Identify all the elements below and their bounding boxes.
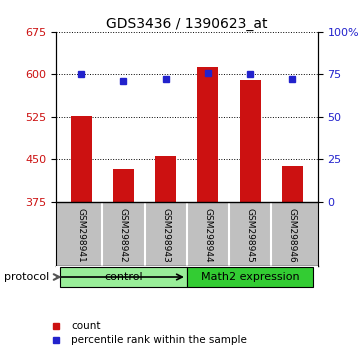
Text: GSM298944: GSM298944 [204,208,212,263]
Bar [60,267,187,287]
Bar [240,80,261,202]
Text: control: control [104,272,143,282]
Text: count: count [71,321,101,331]
Text: protocol: protocol [4,272,49,282]
Text: GSM298943: GSM298943 [161,208,170,263]
Text: Math2 expression: Math2 expression [201,272,300,282]
Text: GSM298942: GSM298942 [119,208,128,263]
Bar [113,170,134,202]
Text: percentile rank within the sample: percentile rank within the sample [71,335,247,345]
Text: GSM298945: GSM298945 [245,208,255,263]
Title: GDS3436 / 1390623_at: GDS3436 / 1390623_at [106,17,268,31]
Bar [187,267,313,287]
Text: GSM298941: GSM298941 [77,208,86,263]
Bar [71,116,92,202]
Bar [197,67,218,202]
Bar [282,166,303,202]
Bar [155,156,176,202]
Text: GSM298946: GSM298946 [288,208,297,263]
